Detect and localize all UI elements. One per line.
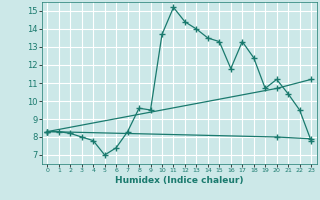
X-axis label: Humidex (Indice chaleur): Humidex (Indice chaleur) [115, 176, 244, 185]
